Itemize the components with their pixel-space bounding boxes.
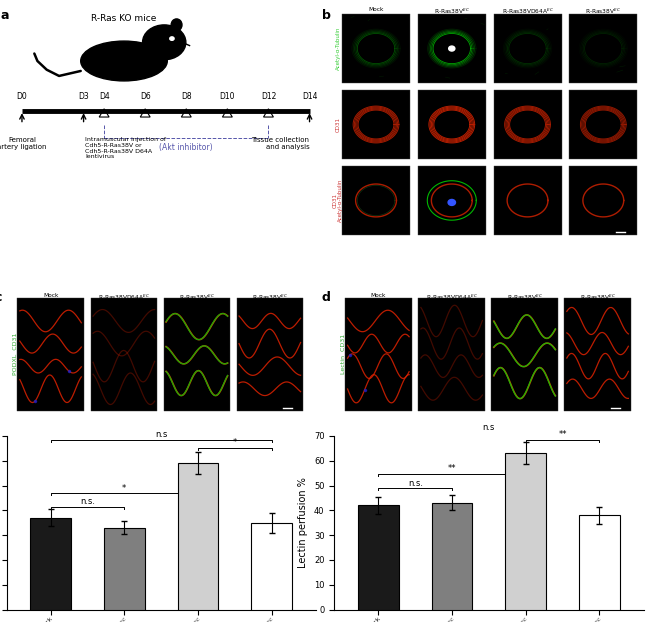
FancyBboxPatch shape [493,90,562,159]
Text: D4: D4 [99,92,109,101]
Text: b: b [322,9,331,22]
Text: R-Ras38V$^{EC}$
+Akt Inhibitor: R-Ras38V$^{EC}$ +Akt Inhibitor [250,292,290,308]
Bar [31,518,71,610]
Text: a: a [0,9,9,22]
Text: PODXL  CD31: PODXL CD31 [13,332,18,375]
FancyBboxPatch shape [342,14,410,83]
Text: R-Ras38VD64A$^{EC}$: R-Ras38VD64A$^{EC}$ [98,292,150,302]
Text: D10: D10 [220,92,235,101]
Text: D3: D3 [78,92,89,101]
Text: Tissue collection
and analysis: Tissue collection and analysis [252,137,309,150]
Text: R-Ras38VD64A$^{EC}$: R-Ras38VD64A$^{EC}$ [426,292,478,302]
FancyBboxPatch shape [237,299,303,411]
Ellipse shape [171,19,182,31]
Text: R-Ras38V$^{EC}$
+Akt Inhibitor: R-Ras38V$^{EC}$ +Akt Inhibitor [583,7,624,22]
Text: Intramuscular injection of
Cdh5-R-Ras38V or
Cdh5-R-Ras38V D64A
lentivirus: Intramuscular injection of Cdh5-R-Ras38V… [85,137,166,159]
Text: Lectin  CD31: Lectin CD31 [341,333,346,374]
FancyBboxPatch shape [564,299,630,411]
Text: (Akt inhibitor): (Akt inhibitor) [159,142,213,152]
FancyBboxPatch shape [569,14,637,83]
FancyBboxPatch shape [18,299,84,411]
Text: Mock: Mock [43,292,58,297]
Text: Acetyl-α-Tubulin: Acetyl-α-Tubulin [335,27,341,70]
Text: D12: D12 [261,92,276,101]
FancyBboxPatch shape [90,299,157,411]
FancyBboxPatch shape [164,299,230,411]
Bar [432,503,473,610]
Y-axis label: Lectin perfusion %: Lectin perfusion % [298,477,308,568]
Text: Mock: Mock [369,7,383,12]
FancyBboxPatch shape [342,90,410,159]
Text: n.s.: n.s. [408,479,422,488]
Text: R-Ras38V$^{EC}$: R-Ras38V$^{EC}$ [179,292,215,302]
Bar [252,522,292,610]
Text: D0: D0 [17,92,27,101]
Text: D8: D8 [181,92,192,101]
Circle shape [448,200,456,205]
Text: CD31
Acetyl-α-Tubulin: CD31 Acetyl-α-Tubulin [333,179,343,222]
FancyBboxPatch shape [491,299,558,411]
Bar [358,505,398,610]
Text: **: ** [448,464,456,473]
Text: **: ** [558,430,567,439]
Circle shape [448,46,455,51]
FancyBboxPatch shape [418,165,486,235]
Bar [104,527,144,610]
Bar [177,463,218,610]
FancyBboxPatch shape [345,299,411,411]
FancyBboxPatch shape [493,165,562,235]
FancyBboxPatch shape [569,165,637,235]
Text: D14: D14 [302,92,317,101]
Text: CD31: CD31 [335,117,341,132]
Text: R-Ras KO mice: R-Ras KO mice [91,14,157,22]
Text: n.s: n.s [483,423,495,432]
Circle shape [142,25,186,60]
FancyBboxPatch shape [493,14,562,83]
Text: R-Ras38V$^{EC}$: R-Ras38V$^{EC}$ [506,292,543,302]
FancyBboxPatch shape [418,90,486,159]
Ellipse shape [81,41,167,81]
Circle shape [170,37,174,40]
Text: Femoral
artery ligation: Femoral artery ligation [0,137,47,150]
Text: *: * [233,438,237,447]
Text: R-Ras38VD64A$^{EC}$: R-Ras38VD64A$^{EC}$ [502,7,554,16]
Text: d: d [322,290,331,304]
Text: R-Ras38V$^{EC}$
+Akt Inhibitor: R-Ras38V$^{EC}$ +Akt Inhibitor [577,292,618,308]
Text: R-Ras38V$^{EC}$: R-Ras38V$^{EC}$ [434,7,470,16]
Text: Mock: Mock [370,292,386,297]
Text: *: * [122,484,126,493]
FancyBboxPatch shape [419,299,485,411]
FancyBboxPatch shape [342,165,410,235]
Text: c: c [0,290,1,304]
FancyBboxPatch shape [418,14,486,83]
Bar [506,453,546,610]
Text: D6: D6 [140,92,151,101]
Bar [579,515,619,610]
Text: n.s.: n.s. [80,498,95,506]
Text: n.s: n.s [155,430,167,439]
FancyBboxPatch shape [569,90,637,159]
